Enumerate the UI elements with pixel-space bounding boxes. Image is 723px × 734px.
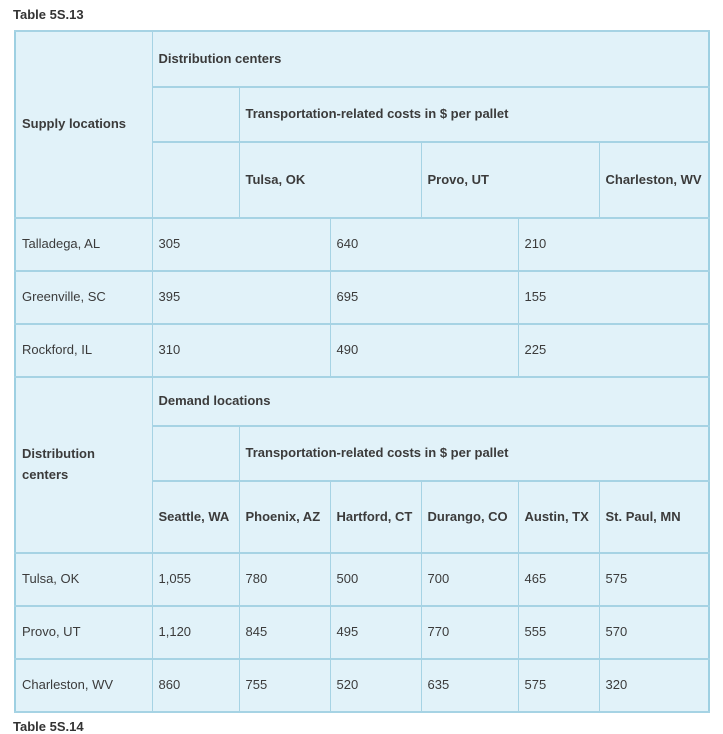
cost-cell: 575 [598,552,710,607]
transportation-cost-table: Supply locations Distribution centers Tr… [14,30,711,713]
row-label: Rockford, IL [14,323,153,378]
row-label: Charleston, WV [14,658,153,713]
lower-data-row: Charleston, WV 860 755 520 635 575 320 [14,658,710,713]
row-label: Tulsa, OK [14,552,153,607]
lower-row-header: Distribution centers [14,376,153,554]
cost-cell: 395 [151,270,331,325]
lower-header-row-3: Seattle, WA Phoenix, AZ Hartford, CT Dur… [15,480,710,554]
row-label: Greenville, SC [14,270,153,325]
empty-header-cell [151,86,240,143]
upper-data-row: Talladega, AL 305 640 210 [14,217,710,272]
cost-cell: 695 [329,270,519,325]
cost-cell: 320 [598,658,710,713]
cost-cell: 635 [420,658,519,713]
cost-cell: 495 [329,605,422,660]
lower-column-header: Seattle, WA [151,480,240,554]
lower-cost-header: Transportation-related costs in $ per pa… [238,425,710,482]
cost-cell: 520 [329,658,422,713]
cost-cell: 465 [517,552,600,607]
cost-cell: 155 [517,270,710,325]
cost-cell: 780 [238,552,331,607]
cost-cell: 640 [329,217,519,272]
upper-row-header: Supply locations [14,30,153,219]
lower-header-row-1: Distribution centers Demand locations [14,376,710,554]
lower-column-header: Hartford, CT [329,480,422,554]
lower-header-row-2: Transportation-related costs in $ per pa… [15,425,710,482]
upper-column-header: Charleston, WV [598,141,710,219]
cost-cell: 225 [517,323,710,378]
cost-cell: 755 [238,658,331,713]
table-caption-bottom: Table 5S.14 [13,719,84,734]
cost-cell: 555 [517,605,600,660]
cost-cell: 305 [151,217,331,272]
lower-column-header: St. Paul, MN [598,480,710,554]
upper-cost-header: Transportation-related costs in $ per pa… [238,86,710,143]
lower-data-row: Tulsa, OK 1,055 780 500 700 465 575 [14,552,710,607]
lower-row-header-text: Distribution centers [22,446,95,482]
cost-cell: 860 [151,658,240,713]
cost-cell: 570 [598,605,710,660]
cost-cell: 490 [329,323,519,378]
upper-column-header: Tulsa, OK [238,141,422,219]
upper-group-header: Distribution centers [151,30,710,88]
lower-group-header: Demand locations [151,376,710,427]
upper-header-row-3: Tulsa, OK Provo, UT Charleston, WV [15,141,710,219]
cost-cell: 210 [517,217,710,272]
cost-cell: 575 [517,658,600,713]
upper-data-row: Greenville, SC 395 695 155 [14,270,710,325]
lower-column-header: Austin, TX [517,480,600,554]
table-caption-top: Table 5S.13 [13,7,84,22]
cost-cell: 310 [151,323,331,378]
cost-cell: 500 [329,552,422,607]
upper-data-row: Rockford, IL 310 490 225 [14,323,710,378]
cost-cell: 1,055 [151,552,240,607]
lower-data-row: Provo, UT 1,120 845 495 770 555 570 [14,605,710,660]
lower-column-header: Phoenix, AZ [238,480,331,554]
lower-column-header: Durango, CO [420,480,519,554]
empty-header-cell [151,141,240,219]
empty-header-cell [151,425,240,482]
cost-cell: 770 [420,605,519,660]
row-label: Provo, UT [14,605,153,660]
upper-header-row-1: Supply locations Distribution centers [14,30,710,219]
row-label: Talladega, AL [14,217,153,272]
cost-cell: 700 [420,552,519,607]
cost-cell: 845 [238,605,331,660]
upper-column-header: Provo, UT [420,141,600,219]
upper-header-row-2: Transportation-related costs in $ per pa… [15,86,710,143]
cost-cell: 1,120 [151,605,240,660]
